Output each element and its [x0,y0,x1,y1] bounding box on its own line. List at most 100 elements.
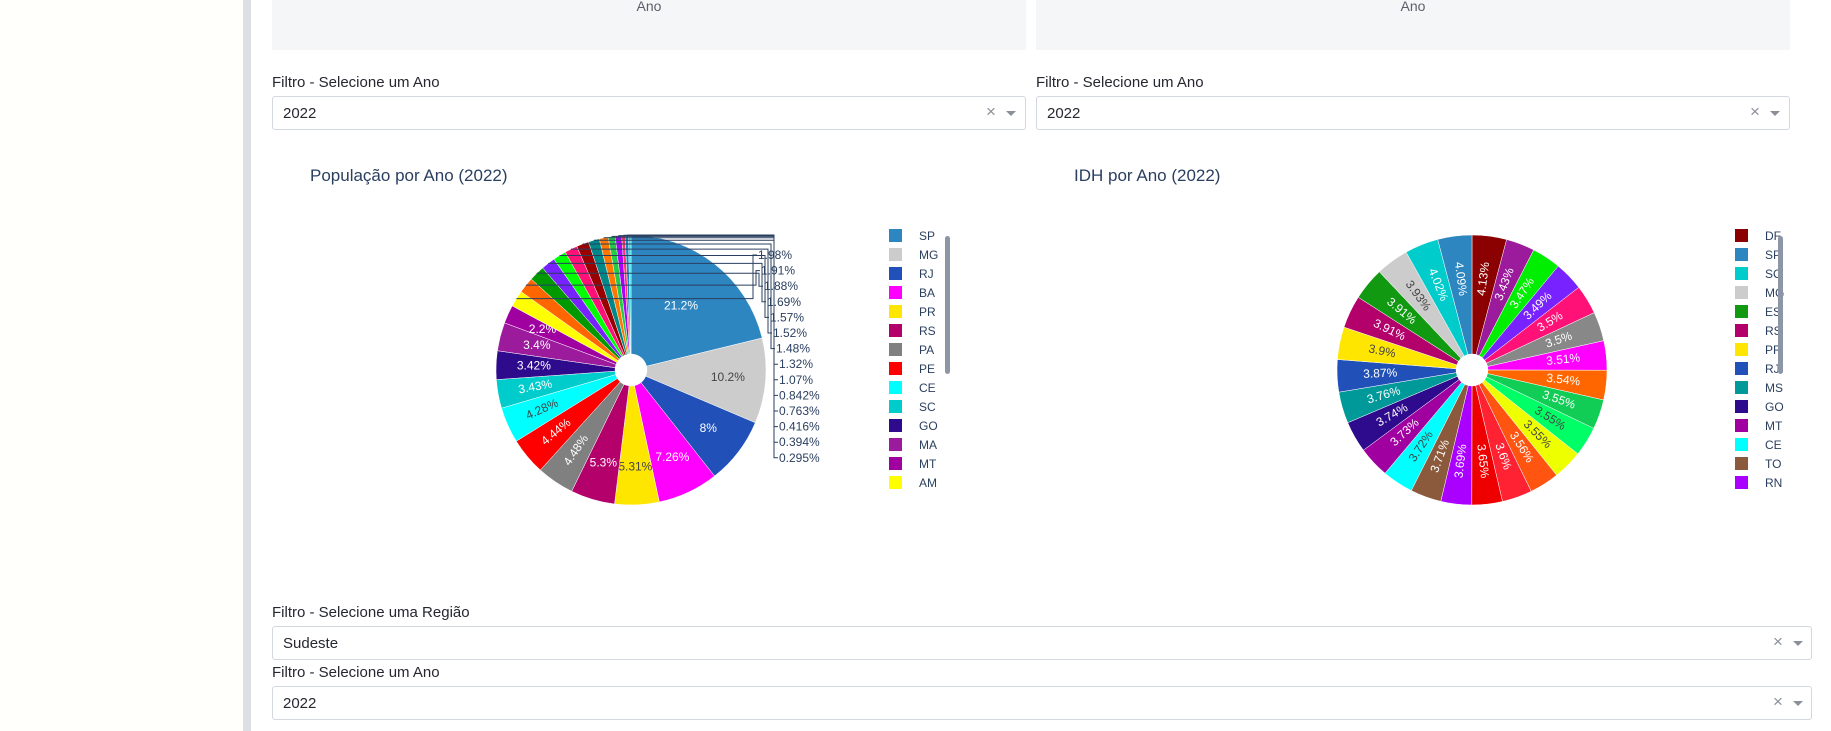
year-select-right[interactable]: 2022 × [1036,96,1790,130]
legend-item-SP[interactable]: SP [889,229,935,243]
leader-line [536,272,763,287]
legend-item-SC[interactable]: SC [889,400,936,414]
legend-swatch [1735,267,1748,280]
legend-swatch [889,248,902,261]
slice-label: 3.42% [517,359,551,373]
pie-chart-populacao[interactable]: 21.2%10.2%8%7.26%5.31%5.3%4.48%4.44%4.28… [272,195,1026,525]
legend-item-DF[interactable]: DF [1735,229,1781,243]
chart-panel-left: Ano [272,0,1026,50]
pie-hole [614,353,648,387]
clear-icon[interactable]: × [1750,102,1760,121]
slice-label-outside: 1.98% [758,248,792,262]
legend-item-ES[interactable]: ES [1735,305,1781,319]
legend-item-AM[interactable]: AM [889,476,937,490]
legend-label: GO [1765,400,1784,414]
clear-icon[interactable]: × [1773,632,1783,651]
legend-item-PR[interactable]: PR [889,305,936,319]
selected-value: 2022 [283,105,317,122]
slice-label: 7.26% [655,450,689,464]
chevron-down-icon[interactable] [1006,111,1016,116]
legend-label: PE [919,362,935,376]
legend-item-MG[interactable]: MG [1735,286,1784,300]
legend-label: RJ [1765,362,1780,376]
slice-label: 3.69% [1451,443,1469,479]
chevron-down-icon[interactable] [1793,701,1803,706]
slice-label: 8% [700,421,718,435]
slice-label: 5.3% [590,455,618,469]
legend-swatch [1735,229,1748,242]
legend-swatch [889,400,902,413]
chart-title-idh: IDH por Ano (2022) [1074,166,1221,185]
chevron-down-icon[interactable] [1793,641,1803,646]
legend-swatch [1735,438,1748,451]
legend-swatch [889,286,902,299]
legend-swatch [1735,381,1748,394]
legend-item-GO[interactable]: GO [889,419,938,433]
pie-slice-MG[interactable] [630,337,767,424]
slice-label: 5.31% [618,459,652,473]
legend-scrollbar[interactable] [1778,236,1783,374]
legend-item-CE[interactable]: CE [1735,438,1782,452]
region-select[interactable]: Sudeste × [272,626,1812,660]
year-select-left[interactable]: 2022 × [272,96,1026,130]
legend-label: RS [919,324,936,338]
filter-year-label-right: Filtro - Selecione um Ano [1036,74,1204,91]
pie-slice-SP[interactable] [1437,234,1473,371]
leader-line [525,270,760,286]
legend-item-SC[interactable]: SC [1735,267,1782,281]
legend-item-PA[interactable]: PA [889,343,934,357]
legend-swatch [889,324,902,337]
legend-label: GO [919,419,938,433]
legend-item-MA[interactable]: MA [889,438,937,452]
slice-label: 3.9% [1367,341,1397,360]
year-select-bottom[interactable]: 2022 × [272,686,1812,720]
legend-item-MG[interactable]: MG [889,248,938,262]
pie-chart-idh[interactable]: 4.13% 3.43%3.47%3.49%3.5%3.5%3.51%3.54%3.… [1036,195,1790,525]
legend-item-BA[interactable]: BA [889,286,935,300]
chevron-down-icon[interactable] [1770,111,1780,116]
pie-hole [1455,353,1489,387]
slice-label: 4.13% [1474,261,1492,297]
legend-label: MG [919,248,938,262]
clear-icon[interactable]: × [986,102,996,121]
legend-item-CE[interactable]: CE [889,381,936,395]
legend-item-RJ[interactable]: RJ [889,267,934,281]
legend-item-MT[interactable]: MT [889,457,937,471]
legend-swatch [1735,305,1748,318]
legend-item-RS[interactable]: RS [889,324,936,338]
legend-item-TO[interactable]: TO [1735,457,1781,471]
legend-item-RN[interactable]: RN [1735,476,1782,490]
legend-swatch [889,305,902,318]
legend-scrollbar[interactable] [945,236,950,374]
legend-swatch [889,343,902,356]
legend-item-RJ[interactable]: RJ [1735,362,1780,376]
legend-swatch [1735,324,1748,337]
slice-label-outside: 0.763% [779,404,820,418]
legend-swatch [1735,248,1748,261]
legend-item-SP[interactable]: SP [1735,248,1781,262]
sidebar-resize-handle[interactable] [243,0,251,731]
legend-swatch [1735,362,1748,375]
slice-label-outside: 1.52% [773,326,807,340]
legend-label: PR [1765,343,1782,357]
legend-item-MT[interactable]: MT [1735,419,1783,433]
slice-label-outside: 1.57% [770,310,804,324]
legend-swatch [1735,476,1748,489]
legend-label: SP [1765,248,1781,262]
slice-label-outside: 0.394% [779,435,820,449]
legend-label: RJ [919,267,934,281]
slice-label-outside: 1.69% [767,295,801,309]
legend-item-MS[interactable]: MS [1735,381,1783,395]
slice-label: 3.65% [1474,443,1492,479]
legend-item-PE[interactable]: PE [889,362,935,376]
legend-item-PR[interactable]: PR [1735,343,1782,357]
chart-panel-right: Ano [1036,0,1790,50]
legend-label: PR [919,305,936,319]
legend-label: RN [1765,476,1782,490]
legend-item-RS[interactable]: RS [1735,324,1782,338]
slice-label-outside: 1.07% [779,373,813,387]
legend-item-GO[interactable]: GO [1735,400,1784,414]
leader-line [559,254,769,318]
clear-icon[interactable]: × [1773,692,1783,711]
slice-label: 3.43% [517,377,553,397]
